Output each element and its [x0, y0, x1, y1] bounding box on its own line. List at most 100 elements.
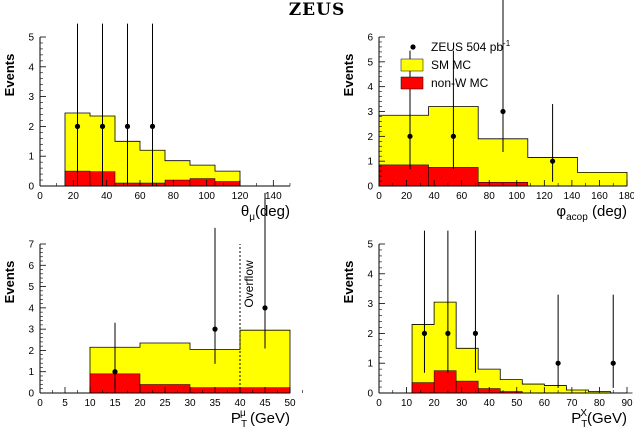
non-w-mc-bar — [455, 380, 479, 394]
y-tick-label: 3 — [367, 299, 373, 310]
data-point — [112, 369, 118, 375]
panel-top-right: 0 20 40 60 80 100 120 140 160 180 0 1 2 3 4 5 6 Events φac… — [341, 0, 634, 223]
legend-label: SM MC — [431, 58, 471, 72]
x-tick-label: 5 — [62, 398, 68, 409]
x-tick-label: 140 — [265, 191, 282, 202]
x-tick-label: 40 — [429, 191, 441, 202]
x-tick-label: 180 — [619, 191, 634, 202]
page-title: ZEUS — [288, 0, 346, 20]
legend-swatch-non-w_mc — [400, 76, 424, 90]
x-tick-label: 20 — [134, 398, 146, 409]
x-axis-title: PTX(GeV) — [571, 408, 627, 430]
x-axis-title: φacop (deg) — [556, 203, 627, 223]
y-tick-label: 1 — [367, 157, 373, 168]
non-w-mc-bar — [164, 179, 191, 187]
sm-mc-histogram — [64, 112, 241, 187]
y-tick-label: 6 — [367, 33, 373, 44]
y-tick-label: 7 — [28, 240, 34, 251]
y-axis-title: Events — [341, 261, 356, 304]
data-point — [472, 330, 479, 336]
data-point — [421, 330, 428, 336]
x-tick-label: 90 — [621, 398, 633, 409]
data-point — [555, 360, 561, 366]
non-w-mc-bar — [189, 178, 216, 187]
y-tick-label: 3 — [367, 107, 373, 118]
y-tick-label: 2 — [367, 132, 373, 143]
panel-top-left: 0 20 40 60 80 100 120 140 0 1 2 3 4 5 Events θμ(deg) — [2, 23, 291, 223]
y-tick-label: 6 — [28, 261, 34, 272]
x-tick-label: 40 — [101, 191, 113, 202]
x-tick-label: 30 — [456, 398, 468, 409]
non-w-mc-bar — [428, 167, 479, 187]
x-tick-label: 25 — [159, 398, 171, 409]
data-point — [74, 123, 81, 129]
non-w-mc-bar — [214, 181, 241, 187]
y-tick-label: 0 — [28, 182, 34, 193]
y-tick-label: 1 — [367, 359, 373, 370]
data-point — [99, 123, 106, 129]
x-tick-label: 80 — [594, 398, 606, 409]
data-point — [450, 133, 456, 139]
x-tick-label: 60 — [456, 191, 468, 202]
x-tick-label: 0 — [37, 398, 43, 409]
y-tick-label: 5 — [367, 57, 373, 68]
y-tick-label: 5 — [28, 33, 34, 44]
non-w-mc-bar — [433, 370, 457, 394]
y-tick-label: 0 — [367, 182, 373, 193]
y-tick-label: 1 — [28, 367, 34, 378]
x-tick-label: 100 — [198, 191, 215, 202]
x-tick-label: 40 — [484, 398, 496, 409]
x-tick-label: 20 — [401, 191, 413, 202]
data-point — [212, 326, 218, 332]
x-tick-label: 40 — [234, 398, 246, 409]
y-tick-label: 5 — [28, 282, 34, 293]
x-axis-title: PTμ (GeV) — [231, 408, 290, 430]
y-tick-label: 2 — [28, 122, 34, 133]
x-tick-label: 80 — [484, 191, 496, 202]
x-tick-label: 10 — [84, 398, 96, 409]
x-tick-label: 10 — [401, 398, 413, 409]
x-tick-label: 50 — [511, 398, 523, 409]
legend-swatch-sm-mc — [400, 58, 424, 72]
data-point — [500, 108, 506, 115]
non-w-mc-bar — [411, 382, 435, 394]
x-tick-label: 80 — [168, 191, 180, 202]
x-tick-label: 60 — [134, 191, 146, 202]
x-axis-title: θμ(deg) — [241, 203, 290, 223]
y-tick-label: 2 — [28, 346, 34, 357]
x-tick-label: 120 — [536, 191, 553, 202]
legend-label: ZEUS 504 pb-1 — [431, 39, 511, 54]
y-tick-label: 4 — [367, 82, 373, 93]
x-tick-label: 70 — [566, 398, 578, 409]
data-point — [262, 305, 268, 311]
y-axis-title: Events — [2, 261, 17, 304]
y-tick-label: 1 — [28, 152, 34, 163]
x-tick-label: 15 — [109, 398, 121, 409]
x-tick-label: 0 — [376, 398, 382, 409]
x-tick-label: 20 — [429, 398, 441, 409]
x-tick-label: 100 — [508, 191, 525, 202]
y-tick-label: 2 — [367, 329, 373, 340]
y-tick-label: 0 — [367, 389, 373, 400]
y-axis-title: Events — [2, 54, 17, 97]
x-tick-label: 35 — [209, 398, 221, 409]
data-point — [149, 123, 156, 129]
x-tick-label: 0 — [376, 191, 382, 202]
data-point — [445, 330, 451, 336]
x-tick-label: 30 — [184, 398, 196, 409]
x-tick-label: 20 — [68, 191, 80, 202]
y-tick-label: 0 — [28, 389, 34, 400]
x-tick-label: 50 — [284, 398, 296, 409]
x-tick-label: 140 — [564, 191, 581, 202]
x-tick-label: 60 — [539, 398, 551, 409]
x-tick-label: 0 — [37, 191, 43, 202]
legend-marker-data — [410, 44, 416, 50]
x-tick-label: 120 — [232, 191, 249, 202]
data-point — [550, 158, 556, 164]
y-tick-label: 5 — [367, 240, 373, 251]
overflow-label: Overflow — [242, 260, 256, 308]
y-tick-label: 4 — [367, 269, 373, 280]
y-tick-label: 4 — [28, 303, 34, 314]
